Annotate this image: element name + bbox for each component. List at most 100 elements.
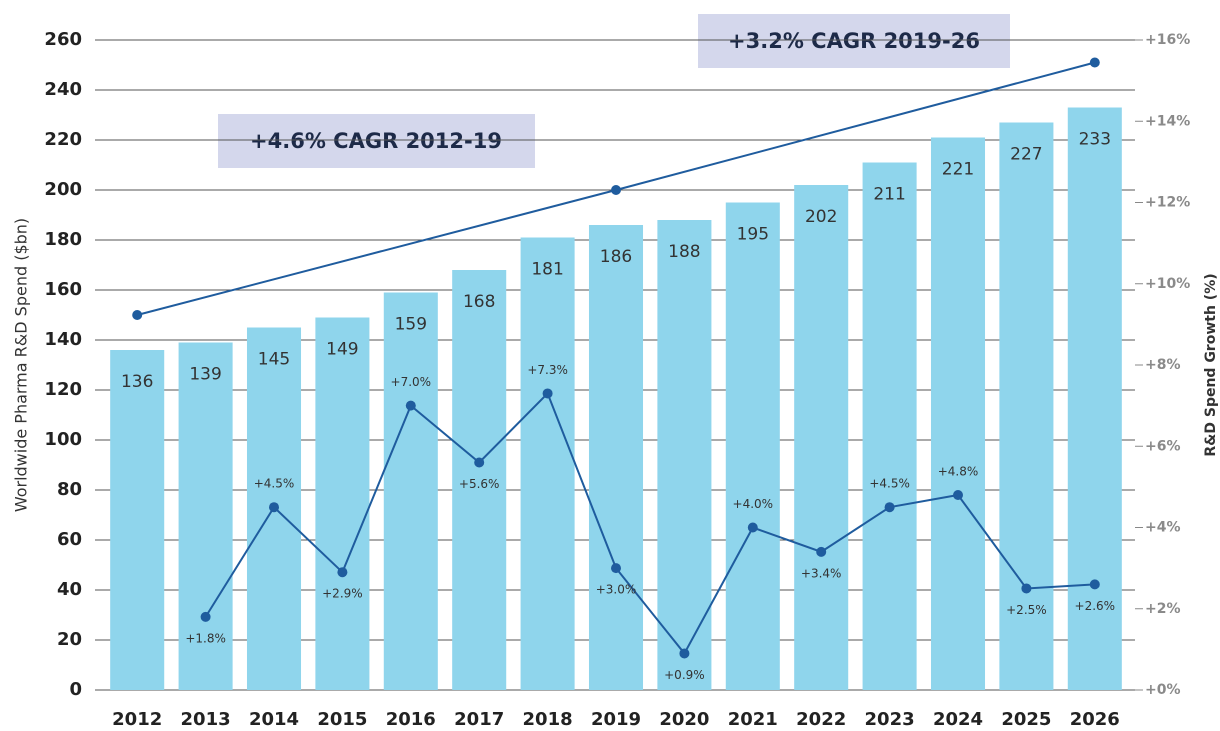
y2-tick-label: +10% bbox=[1145, 276, 1190, 292]
y2-tick-label: +4% bbox=[1145, 520, 1181, 536]
growth-label: +5.6% bbox=[459, 477, 500, 491]
y-tick-label: 220 bbox=[44, 129, 82, 150]
y-tick-label: 200 bbox=[44, 179, 82, 200]
bar-label: 188 bbox=[668, 242, 700, 262]
x-tick-label: 2021 bbox=[728, 709, 778, 730]
bar bbox=[930, 137, 986, 690]
y-axis-title: Worldwide Pharma R&D Spend ($bn) bbox=[12, 218, 31, 512]
growth-point bbox=[337, 567, 348, 578]
trend-point bbox=[132, 310, 143, 320]
y2-axis-title: R&D Spend Growth (%) bbox=[1203, 273, 1219, 456]
x-tick-label: 2016 bbox=[386, 709, 436, 730]
annotation: +3.2% CAGR 2019-26 bbox=[728, 29, 980, 53]
growth-label: +4.0% bbox=[733, 497, 774, 511]
growth-point bbox=[611, 563, 621, 574]
bar bbox=[794, 185, 849, 690]
annotation-box bbox=[218, 114, 535, 168]
x-tick-label: 2023 bbox=[865, 709, 915, 730]
bar-label: 202 bbox=[805, 207, 837, 227]
growth-label: +3.0% bbox=[596, 583, 637, 597]
bar bbox=[657, 220, 712, 690]
bar-label: 159 bbox=[395, 315, 427, 335]
growth-label: +7.0% bbox=[391, 375, 432, 389]
x-tick-label: 2025 bbox=[1001, 709, 1051, 730]
growth-point bbox=[269, 502, 279, 513]
bar bbox=[1067, 107, 1122, 690]
bar-label: 168 bbox=[463, 292, 495, 312]
growth-label: +4.8% bbox=[938, 465, 979, 479]
y-tick-label: 140 bbox=[44, 329, 82, 350]
growth-label: +2.9% bbox=[322, 587, 363, 601]
y-tick-label: 240 bbox=[44, 79, 82, 100]
bar bbox=[999, 122, 1054, 690]
x-tick-label: 2026 bbox=[1070, 709, 1120, 730]
growth-label: +1.8% bbox=[185, 631, 226, 645]
y2-tick-label: +6% bbox=[1145, 438, 1181, 454]
bar bbox=[315, 317, 370, 690]
growth-point bbox=[542, 388, 553, 399]
y-tick-label: 180 bbox=[44, 229, 82, 250]
growth-point bbox=[816, 546, 827, 557]
growth-label: +0.9% bbox=[664, 668, 705, 682]
bar-label: 221 bbox=[942, 160, 974, 180]
x-tick-label: 2018 bbox=[523, 709, 573, 730]
growth-point bbox=[474, 457, 485, 468]
y2-tick-label: +12% bbox=[1145, 195, 1190, 211]
y-tick-label: 160 bbox=[44, 279, 82, 300]
bar bbox=[383, 292, 438, 690]
y-tick-label: 260 bbox=[44, 29, 82, 50]
trend-point bbox=[611, 185, 621, 195]
bar-label: 139 bbox=[189, 365, 221, 385]
bar-label: 145 bbox=[258, 350, 290, 370]
growth-point bbox=[884, 502, 895, 513]
x-tick-label: 2012 bbox=[112, 709, 162, 730]
bar-label: 233 bbox=[1079, 130, 1111, 150]
x-tick-label: 2017 bbox=[454, 709, 504, 730]
y-tick-label: 100 bbox=[44, 429, 82, 450]
bar bbox=[520, 237, 575, 690]
growth-label: +2.5% bbox=[1006, 603, 1047, 617]
x-tick-label: 2014 bbox=[249, 709, 299, 730]
growth-label: +4.5% bbox=[254, 477, 295, 491]
x-tick-label: 2020 bbox=[659, 709, 709, 730]
bar-label: 181 bbox=[531, 260, 563, 280]
bar bbox=[452, 270, 507, 690]
bar-label: 136 bbox=[121, 372, 153, 392]
bar-label: 186 bbox=[600, 247, 632, 267]
x-tick-label: 2013 bbox=[181, 709, 231, 730]
bar-label: 211 bbox=[873, 185, 905, 205]
growth-line bbox=[204, 391, 1095, 656]
bar bbox=[725, 202, 780, 690]
y-tick-label: 0 bbox=[69, 679, 82, 700]
growth-point bbox=[1021, 583, 1032, 594]
y-tick-label: 80 bbox=[57, 479, 82, 500]
growth-label: +7.3% bbox=[527, 363, 568, 377]
y2-tick-label: +8% bbox=[1145, 357, 1181, 373]
bar bbox=[862, 162, 917, 690]
bar bbox=[178, 342, 233, 690]
y-tick-label: 120 bbox=[44, 379, 82, 400]
growth-point bbox=[405, 400, 416, 411]
x-tick-label: 2024 bbox=[933, 709, 983, 730]
y2-tick-label: +16% bbox=[1145, 32, 1190, 48]
annotation: +4.6% CAGR 2012-19 bbox=[250, 129, 502, 153]
y2-tick-label: +14% bbox=[1145, 113, 1190, 129]
bar-label: 149 bbox=[326, 340, 358, 360]
growth-label: +3.4% bbox=[801, 566, 842, 580]
y2-tick-label: +2% bbox=[1145, 601, 1181, 617]
bar bbox=[588, 225, 644, 690]
growth-point bbox=[679, 648, 690, 659]
x-tick-label: 2019 bbox=[591, 709, 641, 730]
growth-label: +2.6% bbox=[1075, 599, 1116, 613]
growth-point bbox=[1089, 579, 1100, 590]
y2-tick-label: +0% bbox=[1145, 682, 1181, 698]
growth-label: +4.5% bbox=[869, 477, 910, 491]
growth-point bbox=[953, 490, 963, 500]
bar-label: 227 bbox=[1010, 145, 1042, 165]
growth-point bbox=[747, 522, 758, 533]
y-tick-label: 40 bbox=[57, 579, 82, 600]
bar bbox=[110, 350, 165, 690]
growth-point bbox=[200, 611, 211, 622]
x-tick-label: 2015 bbox=[317, 709, 367, 730]
